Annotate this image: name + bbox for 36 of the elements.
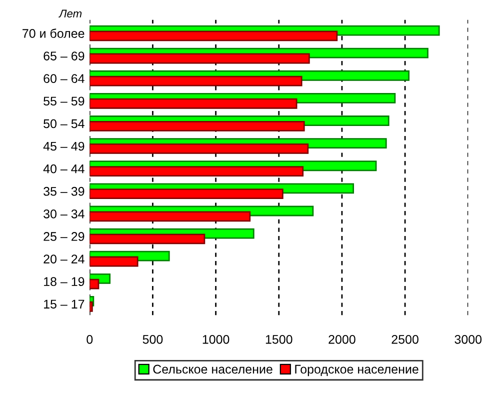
y-tick-label: 60 – 64: [44, 74, 84, 83]
bar: [90, 211, 251, 222]
bar: [90, 234, 206, 244]
y-tick-label: 35 – 39: [44, 186, 84, 196]
y-tick-label: 55 – 59: [44, 96, 84, 106]
x-tick-label: 2500: [392, 334, 418, 344]
bar: [90, 120, 305, 132]
x-tick-label: 1000: [202, 334, 230, 344]
bar: [90, 53, 310, 64]
bar: [90, 278, 100, 290]
x-tick-label: 1500: [266, 334, 292, 344]
x-tick-label: 500: [142, 334, 163, 344]
bar: [90, 188, 284, 200]
y-tick-label: 40 – 44: [43, 164, 84, 174]
bar: [90, 256, 138, 267]
bar: [90, 166, 304, 176]
y-tick-label: 20 – 24: [44, 254, 84, 264]
bar: [90, 98, 298, 109]
y-tick-label: 50 – 54: [44, 119, 84, 128]
legend-label: Сельское население: [153, 364, 272, 374]
y-tick-label: 70 и более: [22, 28, 84, 38]
bar: [90, 76, 302, 86]
legend-label: Городское население: [295, 364, 418, 376]
x-tick-label: 0: [86, 334, 93, 344]
y-tick-label: 15 – 17: [44, 300, 84, 309]
y-tick-label: 18 – 19: [44, 277, 84, 286]
y-tick-label: 25 – 29: [44, 232, 84, 241]
bar: [90, 30, 338, 42]
x-tick-label: 3000: [454, 334, 482, 344]
text: Лет: [58, 10, 82, 18]
y-tick-label: 65 – 69: [44, 52, 84, 60]
y-tick-label: 30 – 34: [44, 209, 84, 218]
bar: [90, 144, 309, 154]
x-tick-label: 2000: [328, 334, 356, 344]
y-tick-label: 45 – 49: [43, 142, 84, 151]
bar: [90, 301, 93, 312]
